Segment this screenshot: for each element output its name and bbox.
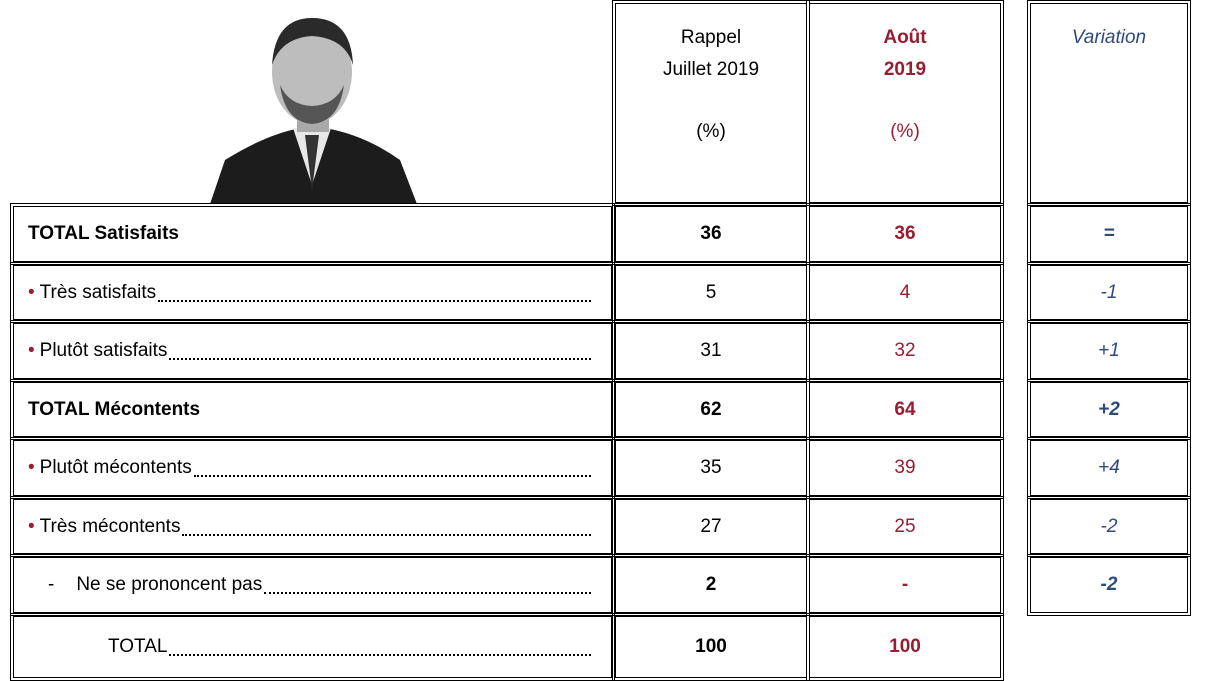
header-text: 2019	[883, 59, 927, 80]
variation-value: -1	[1027, 262, 1191, 323]
row-label: • Très mécontents	[10, 496, 615, 557]
label-text: Très mécontents	[39, 515, 181, 537]
variation-value: -2	[1027, 554, 1191, 616]
july-value: 31	[612, 320, 810, 382]
july-value: 2	[612, 554, 810, 616]
leader	[169, 654, 591, 656]
august-value: -	[806, 554, 1004, 616]
row-label: TOTAL	[10, 613, 615, 681]
header-text: Juillet 2019	[662, 59, 760, 80]
header-august: Août 2019 (%)	[806, 0, 1004, 206]
bullet: •	[28, 457, 35, 478]
row-label: • Plutôt mécontents	[10, 437, 615, 499]
label-text: Très satisfaits	[39, 281, 157, 303]
leader	[158, 299, 591, 302]
variation-value: +4	[1027, 437, 1191, 499]
row-label: • Plutôt satisfaits	[10, 320, 615, 382]
july-value: 5	[612, 262, 810, 323]
header-variation: Variation	[1027, 0, 1191, 206]
august-value: 4	[806, 262, 1004, 323]
bullet: •	[28, 515, 35, 537]
label-text: Plutôt mécontents	[39, 457, 192, 478]
row-label: TOTAL Mécontents	[10, 379, 615, 440]
label-text: TOTAL Mécontents	[28, 398, 201, 420]
july-value: 35	[612, 437, 810, 499]
row-label: TOTAL Satisfaits	[10, 203, 615, 265]
leader	[193, 475, 591, 477]
label-text: Plutôt satisfaits	[39, 340, 168, 361]
leader	[182, 533, 591, 536]
variation-value: -2	[1027, 496, 1191, 557]
header-july: Rappel Juillet 2019 (%)	[612, 0, 810, 206]
july-value: 36	[612, 203, 810, 265]
header-text: Variation	[1071, 27, 1147, 48]
portrait	[210, 18, 417, 204]
variation-value: +1	[1027, 320, 1191, 382]
august-value: 39	[806, 437, 1004, 499]
august-value: 64	[806, 379, 1004, 440]
row-label: - Ne se prononcent pas	[10, 554, 615, 616]
label-text: TOTAL	[108, 636, 168, 657]
label-text: TOTAL Satisfaits	[28, 223, 179, 244]
bullet: -	[48, 574, 55, 595]
august-value: 25	[806, 496, 1004, 557]
august-value: 36	[806, 203, 1004, 265]
header-text: (%)	[696, 121, 726, 142]
bullet: •	[28, 281, 35, 303]
august-value: 100	[806, 613, 1004, 681]
label-text: Ne se prononcent pas	[76, 574, 263, 595]
variation-value: +2	[1027, 379, 1191, 440]
july-value: 62	[612, 379, 810, 440]
august-value: 32	[806, 320, 1004, 382]
header-text: Août	[883, 27, 927, 48]
header-text: (%)	[890, 121, 920, 142]
bullet: •	[28, 340, 35, 361]
variation-value: =	[1027, 203, 1191, 265]
july-value: 27	[612, 496, 810, 557]
row-label: • Très satisfaits	[10, 262, 615, 323]
leader	[169, 358, 591, 360]
leader	[264, 592, 591, 594]
header-text: Rappel	[680, 27, 742, 48]
july-value: 100	[612, 613, 810, 681]
